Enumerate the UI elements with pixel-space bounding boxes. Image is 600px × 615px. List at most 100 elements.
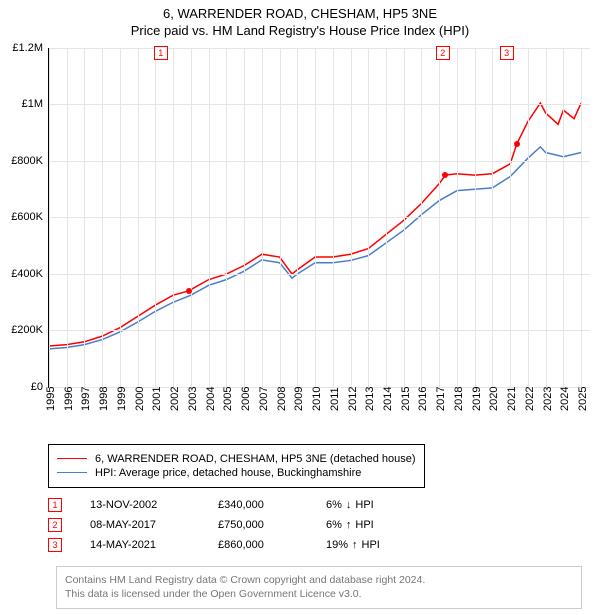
grid-v xyxy=(244,48,245,387)
event-row: 314-MAY-2021£860,00019%↑HPI xyxy=(48,538,590,552)
event-marker: 2 xyxy=(48,518,62,532)
legend-label: HPI: Average price, detached house, Buck… xyxy=(95,467,361,479)
footer: Contains HM Land Registry data © Crown c… xyxy=(48,560,590,615)
y-axis-label: £200K xyxy=(11,324,49,336)
data-point xyxy=(442,172,448,178)
grid-h xyxy=(49,217,590,218)
x-axis-label: 2015 xyxy=(400,386,412,410)
arrow-icon: ↓ xyxy=(346,499,352,511)
legend-box: 6, WARRENDER ROAD, CHESHAM, HP5 3NE (det… xyxy=(48,444,425,488)
x-axis-label: 2002 xyxy=(169,386,181,410)
grid-v xyxy=(297,48,298,387)
y-axis-label: £1M xyxy=(22,98,49,110)
x-axis-label: 2014 xyxy=(382,386,394,410)
event-pct: 19%↑HPI xyxy=(326,539,380,551)
grid-v xyxy=(262,48,263,387)
grid-v xyxy=(155,48,156,387)
grid-v xyxy=(351,48,352,387)
data-point xyxy=(514,141,520,147)
grid-v xyxy=(315,48,316,387)
events-table: 113-NOV-2002£340,0006%↓HPI208-MAY-2017£7… xyxy=(48,498,590,552)
grid-v xyxy=(102,48,103,387)
event-date: 14-MAY-2021 xyxy=(90,539,190,551)
x-axis-label: 1999 xyxy=(116,386,128,410)
x-axis-label: 2007 xyxy=(258,386,270,410)
grid-v xyxy=(581,48,582,387)
grid-v xyxy=(67,48,68,387)
title-line-2: Price paid vs. HM Land Registry's House … xyxy=(0,23,600,40)
event-marker: 1 xyxy=(48,498,62,512)
x-axis-label: 2016 xyxy=(417,386,429,410)
x-axis-label: 2023 xyxy=(542,386,554,410)
grid-v xyxy=(528,48,529,387)
event-price: £340,000 xyxy=(218,499,298,511)
x-axis-label: 2019 xyxy=(471,386,483,410)
grid-v xyxy=(421,48,422,387)
x-axis-label: 2020 xyxy=(488,386,500,410)
y-axis-label: £800K xyxy=(11,155,49,167)
x-axis-label: 2017 xyxy=(435,386,447,410)
legend-area: 6, WARRENDER ROAD, CHESHAM, HP5 3NE (det… xyxy=(48,444,590,488)
legend-row: 6, WARRENDER ROAD, CHESHAM, HP5 3NE (det… xyxy=(57,453,416,465)
legend-swatch xyxy=(57,472,87,473)
event-row: 113-NOV-2002£340,0006%↓HPI xyxy=(48,498,590,512)
x-axis-label: 2003 xyxy=(187,386,199,410)
event-pct: 6%↑HPI xyxy=(326,519,374,531)
x-axis-label: 2001 xyxy=(151,386,163,410)
data-point xyxy=(186,288,192,294)
grid-v xyxy=(439,48,440,387)
grid-v xyxy=(457,48,458,387)
x-axis-label: 2018 xyxy=(453,386,465,410)
grid-v xyxy=(546,48,547,387)
x-axis-label: 2006 xyxy=(240,386,252,410)
x-axis-label: 2008 xyxy=(276,386,288,410)
grid-v xyxy=(510,48,511,387)
legend-row: HPI: Average price, detached house, Buck… xyxy=(57,467,416,479)
x-axis-label: 1997 xyxy=(80,386,92,410)
grid-v xyxy=(280,48,281,387)
grid-v xyxy=(120,48,121,387)
grid-h xyxy=(49,330,590,331)
x-axis-label: 2011 xyxy=(329,387,341,411)
chart-container: 6, WARRENDER ROAD, CHESHAM, HP5 3NE Pric… xyxy=(0,0,600,590)
x-axis-label: 1995 xyxy=(45,386,57,410)
grid-v xyxy=(49,48,50,387)
x-axis-label: 2009 xyxy=(293,386,305,410)
x-axis-label: 2024 xyxy=(559,386,571,410)
y-axis-label: £1.2M xyxy=(12,42,49,54)
event-pct: 6%↓HPI xyxy=(326,499,374,511)
footer-box: Contains HM Land Registry data © Crown c… xyxy=(56,566,582,609)
grid-v xyxy=(209,48,210,387)
legend-swatch xyxy=(57,458,87,459)
x-axis-label: 2005 xyxy=(222,386,234,410)
x-axis-label: 2021 xyxy=(506,386,518,410)
x-axis-label: 2013 xyxy=(364,386,376,410)
grid-h xyxy=(49,274,590,275)
event-price: £860,000 xyxy=(218,539,298,551)
chart-marker-box: 3 xyxy=(500,46,514,60)
arrow-icon: ↑ xyxy=(346,519,352,531)
grid-v xyxy=(368,48,369,387)
x-axis-label: 2022 xyxy=(524,386,536,410)
footer-line-1: Contains HM Land Registry data © Crown c… xyxy=(65,573,573,588)
x-axis-label: 2004 xyxy=(205,386,217,410)
event-price: £750,000 xyxy=(218,519,298,531)
grid-v xyxy=(475,48,476,387)
grid-v xyxy=(386,48,387,387)
title-block: 6, WARRENDER ROAD, CHESHAM, HP5 3NE Pric… xyxy=(0,0,600,40)
grid-v xyxy=(173,48,174,387)
x-axis-label: 2010 xyxy=(311,386,323,410)
x-axis-label: 2025 xyxy=(577,386,589,410)
grid-v xyxy=(492,48,493,387)
arrow-icon: ↑ xyxy=(352,539,358,551)
grid-v xyxy=(191,48,192,387)
x-axis-label: 2012 xyxy=(347,386,359,410)
grid-v xyxy=(404,48,405,387)
grid-v xyxy=(333,48,334,387)
y-axis-label: £600K xyxy=(11,211,49,223)
grid-v xyxy=(138,48,139,387)
title-line-1: 6, WARRENDER ROAD, CHESHAM, HP5 3NE xyxy=(0,6,600,23)
grid-v xyxy=(84,48,85,387)
grid-h xyxy=(49,161,590,162)
grid-v xyxy=(226,48,227,387)
